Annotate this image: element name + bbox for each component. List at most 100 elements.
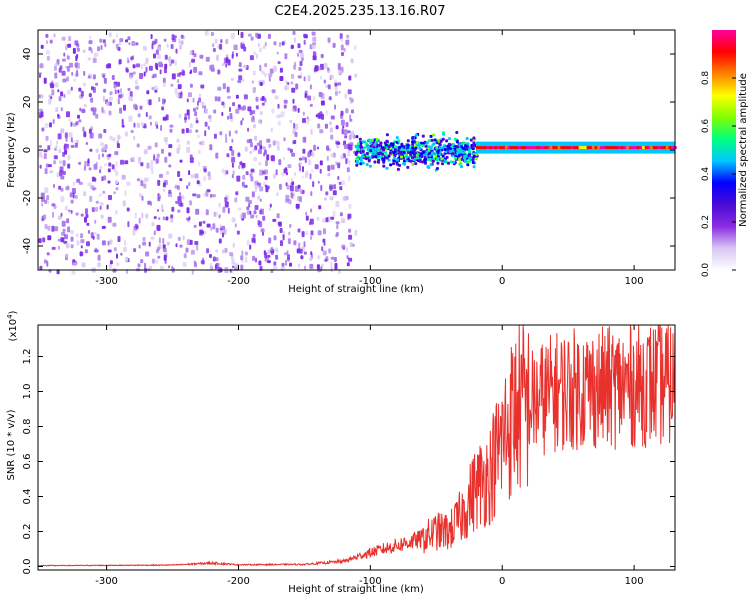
spectrogram-cell [162,244,166,250]
spectrogram-cell [348,257,353,262]
spectrogram-cell [47,145,51,151]
spectrogram-cell [70,236,74,242]
spectrogram-cell [112,137,116,142]
spectrogram-cell [241,250,244,256]
spectrogram-cell [177,196,182,202]
spectrogram-cell [399,151,403,155]
spectrogram-cell [133,103,138,109]
spectrogram-cell [115,33,118,38]
colorbar-ticks: 0.0 0.2 0.4 0.6 0.8 [701,71,736,277]
spectrogram-cell [184,113,188,117]
spectrogram-cell [273,65,277,72]
spectrogram-cell [220,39,223,43]
spectrogram-cell [191,269,194,275]
spectrogram-cell [303,39,306,45]
spectrogram-cell [165,216,169,221]
spectrogram-cell [175,183,177,189]
spectrogram-carrier-cell [628,146,632,150]
spectrogram-cell [249,173,253,178]
spectrogram-heatmap [38,30,677,275]
spectrogram-cell [57,215,62,220]
spectrogram-cell [43,153,47,160]
spectrogram-cell [168,189,172,194]
spectrogram-cell [44,123,49,128]
spectrogram-cell [121,124,125,128]
spectrogram-cell [83,82,86,87]
spectrogram-carrier-cell [597,146,601,150]
spectrogram-cell [250,168,255,173]
spectrogram-cell [62,228,66,232]
spectrogram-cell [70,209,73,214]
spectrogram-cell [317,230,322,236]
spectrogram-cell [348,234,353,240]
spectrogram-cell [429,134,433,138]
spectrogram-cell [133,248,137,253]
spectrogram-cell [115,209,118,215]
spectrogram-cell [341,52,344,56]
spectrogram-cell [196,106,199,111]
spectrogram-cell [109,135,113,140]
spectrogram-cell [335,234,339,238]
spectrogram-cell [257,43,260,47]
spectrogram-carrier-cell [481,146,485,150]
spectrogram-cell [361,152,365,156]
spectrogram-cell [325,256,329,262]
spectrogram-cell [304,90,308,96]
spectrogram-cell [92,58,97,63]
spectrogram-cell [38,72,42,76]
spectrogram-cell [207,125,210,130]
spectrogram-carrier-cell [626,146,630,150]
spectrogram-carrier-cell [515,146,519,150]
spectrogram-cell [204,121,208,127]
spectrogram-cell [66,144,69,150]
spectrogram-cell [156,54,161,60]
spectrogram-cell [264,97,267,103]
spectrogram-cell [58,160,62,165]
spectrogram-cell [302,148,306,154]
y-tick-label: -20 [22,190,33,206]
spectrogram-cell [391,142,395,146]
spectrogram-cell [60,237,65,243]
spectrogram-cell [396,167,400,171]
spectrogram-cell [61,58,66,62]
y-tick-label: 40 [22,48,33,61]
spectrogram-carrier-cell [541,146,545,150]
spectrogram-cell [252,124,256,129]
spectrogram-cell [455,140,459,144]
spectrogram-cell [88,46,92,51]
spectrogram-cell [150,201,152,206]
spectrogram-cell [200,84,205,89]
spectrogram-cell [168,164,172,168]
spectrogram-cell [158,61,163,67]
spectrogram-cell [371,147,375,151]
spectrogram-cell [267,249,271,254]
spectrogram-cell [414,162,418,166]
spectrogram-cell [219,43,223,50]
spectrogram-cell [210,67,215,72]
y-tick-label: 0.2 [22,524,33,540]
spectrogram-cell [164,156,168,163]
spectrogram-cell [113,191,116,195]
spectrogram-cell [231,162,234,168]
spectrogram-cell [93,187,97,191]
spectrogram-cell [335,201,340,207]
spectrogram-cell [458,162,462,166]
spectrogram-cell [299,248,303,254]
spectrogram-cell [368,164,372,168]
spectrogram-cell [126,181,131,186]
spectrogram-cell [302,166,304,173]
spectrogram-cell [158,97,161,102]
spectrogram-cell [126,207,130,212]
spectrogram-cell [176,138,180,143]
spectrogram-cell [202,220,206,224]
spectrogram-cell [190,174,195,179]
spectrogram-cell [47,225,51,231]
spectrogram-cell [329,121,332,126]
spectrogram-cell [140,259,144,264]
spectrogram-cell [139,193,142,198]
spectrogram-cell [196,180,200,185]
spectrogram-cell [382,148,386,152]
snr-y-ticks: 0.0 0.2 0.4 0.6 0.8 1.0 1.2 [22,349,675,574]
spectrogram-cell [330,115,335,120]
spectrogram-cell [131,156,135,161]
